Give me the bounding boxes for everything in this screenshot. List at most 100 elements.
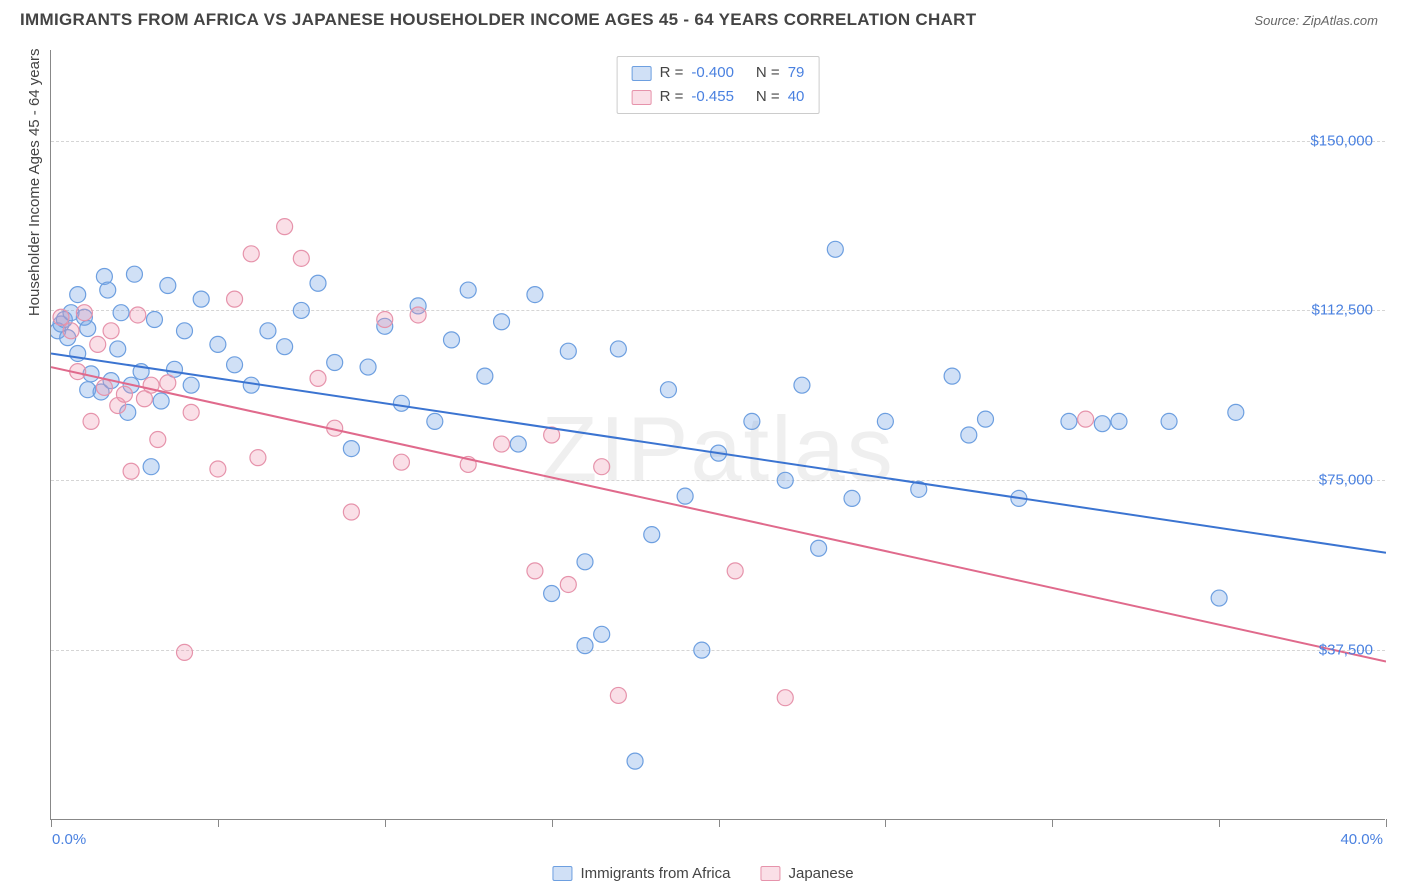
gridline <box>51 480 1385 481</box>
scatter-point <box>160 278 176 294</box>
scatter-point <box>460 456 476 472</box>
scatter-point <box>277 219 293 235</box>
scatter-point <box>527 287 543 303</box>
scatter-point <box>644 527 660 543</box>
scatter-point <box>377 312 393 328</box>
scatter-point <box>96 268 112 284</box>
scatter-point <box>83 413 99 429</box>
legend-item-japanese: Japanese <box>760 865 853 882</box>
scatter-point <box>827 241 843 257</box>
legend-row-series2: R = -0.455 N = 40 <box>632 85 805 109</box>
scatter-point <box>911 481 927 497</box>
y-tick-label: $75,000 <box>1319 472 1373 489</box>
scatter-point <box>711 445 727 461</box>
scatter-point <box>80 321 96 337</box>
scatter-point <box>544 427 560 443</box>
scatter-point <box>133 364 149 380</box>
scatter-point <box>227 291 243 307</box>
scatter-point <box>327 420 343 436</box>
scatter-point <box>494 436 510 452</box>
scatter-point <box>60 330 76 346</box>
scatter-point <box>63 323 79 339</box>
x-tick <box>385 819 386 827</box>
scatter-point <box>83 366 99 382</box>
x-tick <box>218 819 219 827</box>
y-tick-label: $37,500 <box>1319 642 1373 659</box>
scatter-point <box>103 373 119 389</box>
scatter-point <box>143 459 159 475</box>
scatter-point <box>811 540 827 556</box>
scatter-point <box>410 307 426 323</box>
scatter-point <box>744 413 760 429</box>
scatter-point <box>103 323 119 339</box>
scatter-point <box>1228 404 1244 420</box>
chart-header: IMMIGRANTS FROM AFRICA VS JAPANESE HOUSE… <box>0 0 1406 36</box>
r-label-2: R = <box>660 85 684 109</box>
scatter-point <box>210 461 226 477</box>
scatter-point <box>183 404 199 420</box>
scatter-plot-svg <box>51 50 1386 820</box>
legend-item-africa: Immigrants from Africa <box>552 865 730 882</box>
trend-line <box>51 353 1386 552</box>
scatter-point <box>116 386 132 402</box>
scatter-point <box>70 345 86 361</box>
scatter-point <box>177 323 193 339</box>
legend-swatch-pink-icon <box>760 866 780 881</box>
scatter-point <box>677 488 693 504</box>
scatter-point <box>53 316 69 332</box>
legend-swatch-blue-icon <box>552 866 572 881</box>
scatter-point <box>123 377 139 393</box>
scatter-point <box>660 382 676 398</box>
scatter-point <box>277 339 293 355</box>
scatter-point <box>844 490 860 506</box>
scatter-point <box>510 436 526 452</box>
scatter-point <box>110 341 126 357</box>
scatter-point <box>80 382 96 398</box>
scatter-point <box>427 413 443 429</box>
scatter-point <box>310 275 326 291</box>
scatter-point <box>70 287 86 303</box>
n-value-1: 79 <box>788 61 805 85</box>
scatter-point <box>577 638 593 654</box>
x-tick <box>1386 819 1387 827</box>
scatter-point <box>410 298 426 314</box>
legend-label-africa: Immigrants from Africa <box>580 865 730 882</box>
scatter-point <box>250 450 266 466</box>
x-tick <box>885 819 886 827</box>
scatter-point <box>96 379 112 395</box>
n-value-2: 40 <box>788 85 805 109</box>
scatter-point <box>227 357 243 373</box>
scatter-point <box>1211 590 1227 606</box>
scatter-point <box>343 504 359 520</box>
scatter-point <box>777 690 793 706</box>
scatter-point <box>944 368 960 384</box>
scatter-point <box>1078 411 1094 427</box>
scatter-point <box>360 359 376 375</box>
scatter-point <box>794 377 810 393</box>
gridline <box>51 141 1385 142</box>
scatter-point <box>113 305 129 321</box>
legend-swatch-pink <box>632 90 652 105</box>
scatter-point <box>393 454 409 470</box>
scatter-point <box>110 398 126 414</box>
x-axis-min: 0.0% <box>52 831 86 848</box>
scatter-point <box>961 427 977 443</box>
scatter-point <box>627 753 643 769</box>
scatter-point <box>183 377 199 393</box>
scatter-point <box>393 395 409 411</box>
scatter-point <box>1061 413 1077 429</box>
series-legend: Immigrants from Africa Japanese <box>552 865 853 882</box>
watermark: ZIPatlas <box>541 397 894 502</box>
scatter-point <box>76 305 92 321</box>
scatter-point <box>100 282 116 298</box>
scatter-point <box>51 323 66 339</box>
scatter-point <box>1011 490 1027 506</box>
gridline <box>51 310 1385 311</box>
scatter-point <box>150 432 166 448</box>
scatter-point <box>210 336 226 352</box>
scatter-point <box>126 266 142 282</box>
legend-label-japanese: Japanese <box>788 865 853 882</box>
scatter-point <box>193 291 209 307</box>
scatter-point <box>56 312 72 328</box>
legend-row-series1: R = -0.400 N = 79 <box>632 61 805 85</box>
